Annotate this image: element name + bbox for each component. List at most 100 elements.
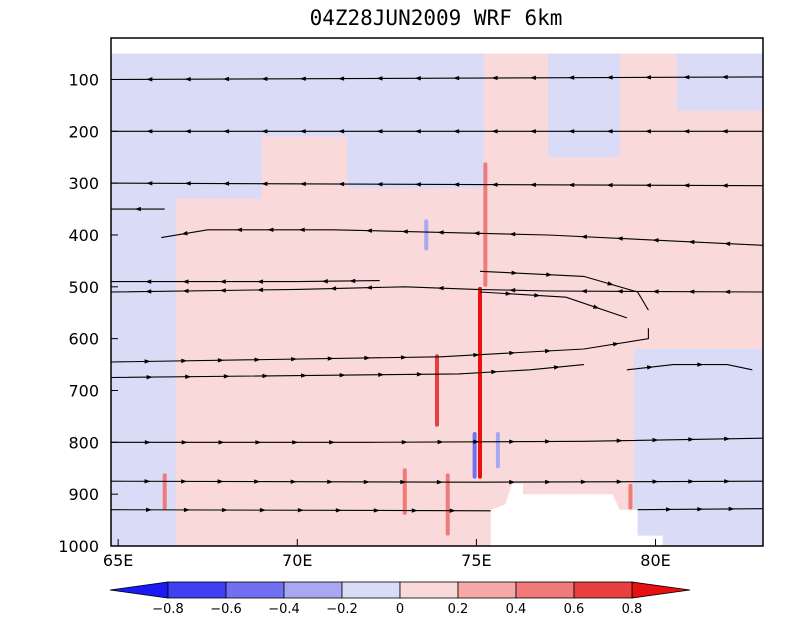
streamline-arrow (146, 77, 153, 82)
streamline-arrow (491, 369, 498, 375)
streamline-arrow (184, 129, 191, 134)
streamline-arrow (529, 129, 536, 134)
streamline-arrow (292, 440, 299, 445)
streamline-arrow (616, 289, 623, 294)
streamline-arrow (146, 129, 153, 134)
plot-frame (110, 37, 764, 547)
streamline-arrow (491, 129, 498, 134)
streamline-arrow (437, 286, 444, 291)
streamline-arrow (261, 181, 268, 186)
streamline-13 (111, 480, 763, 483)
colorbar-label: 0.8 (622, 602, 643, 617)
streamline-arrow (145, 507, 152, 513)
y-tick-label: 800 (68, 433, 99, 452)
streamline-2 (111, 182, 763, 187)
streak-7 (445, 473, 450, 536)
streamline-arrow (254, 479, 261, 484)
y-tick-label: 100 (68, 70, 99, 89)
streamline-arrow (267, 227, 274, 232)
streamline-arrow (181, 440, 188, 445)
streamline-arrow (544, 348, 552, 354)
streamline-arrow (724, 241, 731, 246)
streamline-arrow (453, 129, 460, 134)
streamline-arrow (545, 439, 552, 444)
streamline-arrow (236, 227, 243, 232)
streamline-arrow (652, 479, 659, 484)
x-tick-label: 70E (282, 551, 312, 570)
streamline-arrow (721, 74, 728, 80)
streamline-arrow (416, 372, 423, 377)
field-patch-3 (347, 53, 484, 189)
streamline-arrow (146, 181, 153, 186)
streamline-arrow (437, 439, 444, 445)
streamline-arrow (529, 75, 536, 80)
y-tick-label: 900 (68, 485, 99, 504)
streamline-arrow (338, 76, 345, 81)
streamline-arrow (181, 231, 188, 236)
streamline-arrow (546, 272, 553, 277)
y-tick-label: 300 (68, 174, 99, 193)
streak-8 (162, 473, 167, 510)
streamline-arrow (363, 479, 370, 485)
streamline-arrow (223, 129, 230, 134)
streamline-arrow (511, 270, 518, 276)
streak-1 (424, 219, 429, 251)
streamline-arrow (134, 206, 141, 212)
streamline-arrow (373, 508, 380, 513)
x-tick-label: 65E (103, 551, 133, 570)
colorbar-label: −0.4 (268, 602, 300, 617)
streamline-arrow (644, 75, 651, 80)
colorbar-segment (573, 581, 633, 599)
streamline-arrow (491, 182, 498, 187)
y-tick-label: 500 (68, 278, 99, 297)
streamline-arrow (217, 479, 224, 484)
field-patch-1 (175, 53, 262, 199)
streak-9 (628, 483, 633, 510)
streamline-arrow (437, 230, 444, 235)
streamline-arrow (721, 129, 728, 134)
colorbar-label: −0.2 (326, 602, 358, 617)
streamline-arrow (616, 438, 623, 443)
x-tick-label: 80E (640, 551, 670, 570)
y-tick-label: 400 (68, 226, 99, 245)
streamline-arrow (724, 479, 731, 484)
terrain-layer (490, 483, 663, 546)
streak-3 (483, 162, 488, 287)
colorbar-segment (283, 581, 343, 599)
streamline-arrow (376, 182, 383, 187)
streamline-arrow (299, 181, 306, 187)
streamline-arrow (509, 350, 516, 356)
colorbar-left-triangle (109, 581, 169, 599)
streamline-arrow (688, 239, 695, 245)
streamline-arrow (327, 479, 334, 485)
streamline-arrow (473, 231, 480, 236)
streamline-arrow (724, 289, 731, 295)
streamline-arrow (580, 288, 587, 294)
streamline-arrow (449, 508, 456, 513)
streak-layer (162, 162, 633, 536)
streamline-arrow (491, 75, 498, 81)
streamline-arrow (411, 508, 418, 513)
streamline-arrow (290, 479, 297, 484)
streamline-arrow (145, 279, 152, 284)
streamline-arrow (529, 182, 536, 188)
field-patch-5 (634, 349, 763, 546)
streamline-arrow (261, 129, 268, 134)
colorbar-segment (457, 581, 517, 599)
streamline-arrow (329, 440, 336, 445)
streamline-arrow (606, 129, 613, 134)
streamline-arrow (218, 440, 225, 445)
colorbar-right-triangle (631, 581, 691, 599)
streamline-arrow (221, 507, 228, 513)
streamline-arrow (568, 75, 575, 80)
streamline-arrow (534, 293, 541, 298)
streamline-arrow (505, 291, 512, 296)
streamline-arrow (262, 373, 269, 379)
streamline-arrow (217, 358, 224, 363)
streamline-arrow (607, 281, 614, 286)
streamline-arrow (509, 439, 516, 444)
streamline-arrow (297, 508, 304, 513)
streamline-arrow (473, 352, 480, 358)
colorbar: −0.8 −0.6 −0.4 −0.2 0 0.2 0.4 0.6 0.8 (109, 581, 691, 617)
